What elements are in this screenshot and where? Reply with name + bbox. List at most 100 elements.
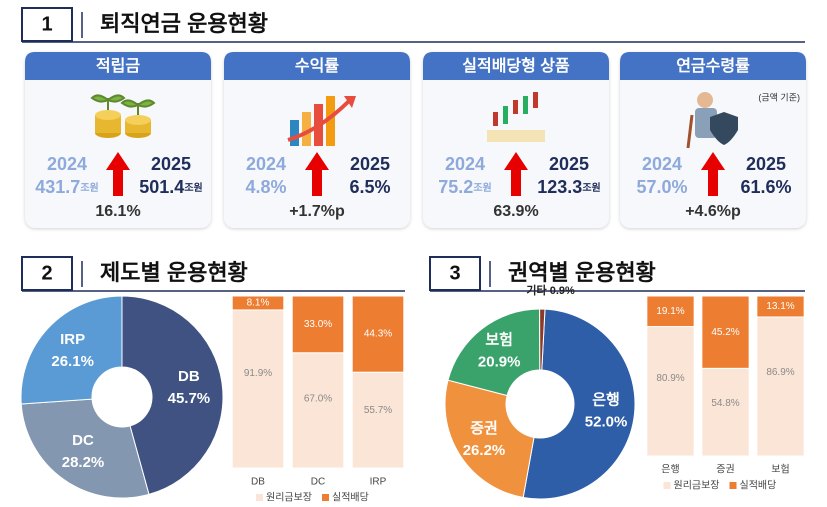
x-tick-label: DB (251, 477, 265, 488)
card-value-number: 61.6% (740, 177, 791, 197)
bar-segment (701, 367, 750, 457)
card-value: 123.3조원 (537, 177, 600, 197)
bar-segment (756, 295, 805, 318)
bar-segment (231, 309, 285, 469)
card-note: (금액 기준) (758, 91, 800, 102)
card-change: 63.9% (493, 203, 538, 220)
segment-label: 91.9% (244, 368, 272, 379)
x-tick-label: IRP (370, 477, 387, 488)
icon-candles (487, 92, 545, 142)
card-value-unit: 조원 (184, 181, 202, 194)
donut-slice (20, 398, 150, 499)
card-year: 2025 (350, 154, 390, 174)
bar-segment (351, 295, 405, 373)
slice-value: 26.1% (51, 353, 94, 370)
slice-category: 기타 (526, 283, 547, 297)
slice-category: 보험 (485, 331, 513, 348)
legend-swatch (256, 494, 263, 501)
slice-label: 기타 0.9% (526, 283, 575, 297)
card-title: 연금수령률 (676, 56, 750, 75)
bar-segment (701, 295, 750, 369)
card-value: 501.4조원 (139, 177, 202, 197)
card-title: 수익률 (295, 56, 339, 75)
up-arrow (106, 152, 130, 196)
card-header (25, 52, 211, 80)
kpi-card (620, 52, 806, 228)
legend-label: 원리금보장 (674, 480, 720, 492)
section-number-box (21, 7, 73, 42)
segment-label: 80.9% (656, 373, 684, 384)
icon-growth-chart (287, 96, 356, 146)
slice-value: 26.2% (463, 442, 506, 459)
bar-segment (351, 371, 405, 469)
card-header (224, 52, 410, 80)
card-year: 2025 (746, 154, 786, 174)
card-change: +4.6%p (685, 203, 741, 220)
section-number-box (21, 256, 73, 291)
icon-pension (686, 92, 738, 149)
donut-slice (444, 379, 535, 499)
card-value: 75.2조원 (438, 177, 491, 197)
segment-label: 44.3% (364, 329, 392, 340)
slice-value: 0.9% (550, 285, 575, 297)
bar-segment (646, 295, 695, 328)
slice-value: 28.2% (62, 454, 105, 471)
card-year: 2024 (246, 154, 286, 174)
card-value-number: 123.3 (537, 177, 582, 197)
section-number: 2 (41, 262, 52, 284)
section-title: 퇴직연금 운용현황 (100, 11, 268, 36)
donut-slice (447, 308, 541, 397)
card-value-number: 501.4 (139, 177, 184, 197)
bar-segment (231, 295, 285, 311)
bar-segment (291, 352, 345, 469)
segment-label: 86.9% (766, 367, 794, 378)
card-value-number: 431.7 (35, 177, 80, 197)
x-tick-label: 보험 (771, 464, 789, 476)
card-year: 2025 (549, 154, 589, 174)
bar-segment (756, 316, 805, 457)
card-value: 61.6% (740, 177, 791, 197)
card-value-unit: 조원 (473, 181, 491, 194)
kpi-card (25, 52, 211, 228)
card-header (423, 52, 609, 80)
slice-value: 20.9% (478, 353, 521, 370)
slice-category: DC (72, 432, 94, 449)
donut-slice (121, 295, 224, 495)
slice-category: 증권 (470, 419, 498, 437)
segment-label: 54.8% (711, 398, 739, 409)
card-value: 431.7조원 (35, 177, 98, 197)
section-number: 1 (41, 13, 52, 35)
card-body (620, 52, 806, 228)
card-value-number: 75.2 (438, 177, 473, 197)
up-arrow (504, 152, 528, 196)
section-number-box (429, 256, 481, 291)
card-change: 16.1% (95, 203, 140, 220)
card-year: 2024 (47, 154, 87, 174)
card-value-number: 57.0% (636, 177, 687, 197)
card-value-unit: 조원 (80, 181, 98, 194)
bar-segment (646, 326, 695, 457)
card-title: 적립금 (96, 57, 140, 75)
segment-label: 19.1% (656, 306, 684, 317)
card-change: +1.7%p (289, 203, 345, 220)
card-year: 2025 (151, 154, 191, 174)
card-value-number: 4.8% (245, 177, 286, 197)
slice-value: 45.7% (168, 390, 211, 407)
card-value: 6.5% (349, 177, 390, 197)
segment-label: 8.1% (247, 298, 270, 309)
x-tick-label: DC (311, 477, 325, 488)
slice-category: DB (178, 368, 200, 385)
up-arrow (701, 152, 725, 196)
legend-swatch (729, 482, 737, 489)
card-header (620, 52, 806, 80)
x-tick-label: 증권 (716, 464, 734, 476)
card-value: 57.0% (636, 177, 687, 197)
up-arrow (305, 152, 329, 196)
section-title: 제도별 운용현황 (100, 260, 248, 285)
legend-label: 원리금보장 (266, 492, 312, 504)
donut-slice (20, 295, 123, 405)
slice-category: IRP (60, 331, 85, 348)
card-value-unit: 조원 (582, 181, 600, 194)
icon-coins (90, 94, 156, 138)
